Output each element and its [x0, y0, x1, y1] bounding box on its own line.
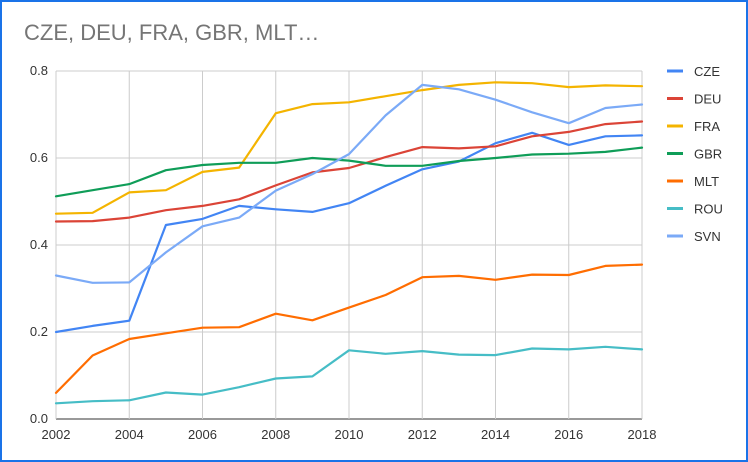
legend-label-mlt: MLT [694, 174, 719, 189]
x-tick-label: 2016 [554, 427, 583, 442]
x-tick-label: 2008 [261, 427, 290, 442]
y-tick-label: 0.0 [30, 411, 48, 426]
series-line-svn [54, 83, 644, 284]
series-line-cze [54, 131, 644, 334]
x-tick-label: 2012 [408, 427, 437, 442]
series-line-mlt [54, 263, 644, 394]
legend-label-gbr: GBR [694, 147, 722, 162]
series-line-rou [54, 345, 644, 405]
y-axis-tick-labels: 0.0 0.2 0.4 0.6 0.8 [30, 63, 48, 426]
x-axis-tick-labels: 2002 2004 2006 2008 2010 2012 2014 2016 2018 [42, 427, 657, 442]
x-tick-label: 2014 [481, 427, 510, 442]
legend-label-fra: FRA [694, 119, 720, 134]
chart-title: CZE, DEU, FRA, GBR, MLT… [24, 20, 320, 45]
x-tick-label: 2006 [188, 427, 217, 442]
grid-lines [55, 70, 643, 420]
y-tick-label: 0.8 [30, 63, 48, 78]
y-tick-label: 0.4 [30, 237, 48, 252]
y-tick-label: 0.2 [30, 324, 48, 339]
series-line-deu [54, 120, 644, 223]
series-line-gbr [54, 146, 644, 198]
x-tick-label: 2018 [628, 427, 657, 442]
legend-label-deu: DEU [694, 92, 721, 107]
legend-label-cze: CZE [694, 64, 720, 79]
series-line-fra [54, 81, 644, 215]
x-tick-label: 2004 [115, 427, 144, 442]
y-tick-label: 0.6 [30, 150, 48, 165]
series-lines [54, 81, 644, 405]
legend-label-svn: SVN [694, 229, 721, 244]
legend: CZE DEU FRA GBR MLT ROU SVN [667, 64, 723, 244]
legend-label-rou: ROU [694, 202, 723, 217]
x-tick-label: 2002 [42, 427, 71, 442]
x-tick-label: 2010 [335, 427, 364, 442]
